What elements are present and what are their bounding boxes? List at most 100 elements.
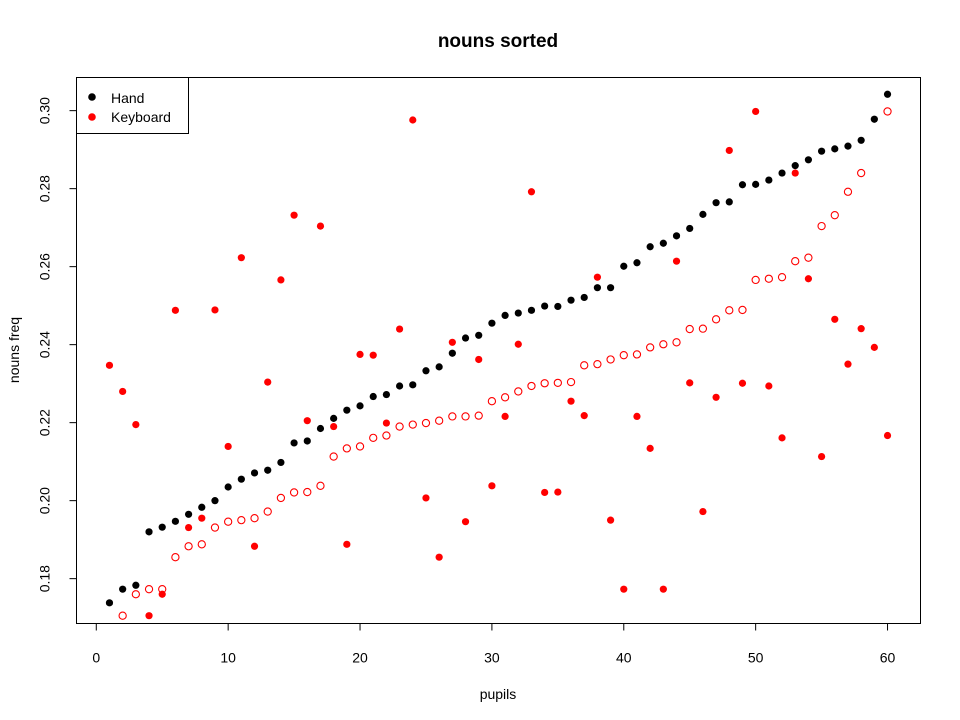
point-hand — [738, 181, 747, 189]
point-keyboard — [620, 585, 628, 593]
point-hand — [765, 176, 773, 184]
point-keyboard — [593, 273, 602, 281]
chart-title: nouns sorted — [438, 31, 558, 52]
x-tick-label: 50 — [748, 650, 764, 666]
x-tick-label: 30 — [484, 650, 500, 666]
point-hand — [277, 458, 285, 467]
point-keyboard — [145, 612, 153, 620]
x-tick-label: 20 — [352, 650, 368, 666]
point-sorted-keyboard — [435, 416, 444, 425]
point-sorted-keyboard — [843, 187, 853, 196]
point-hand — [448, 349, 456, 357]
point-sorted-keyboard — [711, 315, 721, 324]
point-keyboard — [831, 315, 839, 323]
point-hand — [883, 90, 892, 98]
point-sorted-keyboard — [659, 340, 668, 349]
point-keyboard — [224, 442, 232, 451]
point-sorted-keyboard — [883, 107, 892, 116]
point-keyboard — [264, 378, 272, 386]
point-keyboard — [198, 514, 206, 522]
point-sorted-keyboard — [461, 412, 470, 421]
point-hand — [857, 136, 865, 144]
point-sorted-keyboard — [738, 305, 747, 315]
point-hand — [290, 439, 298, 447]
legend-label-hand: Hand — [111, 90, 144, 106]
y-axis-label: nouns freq — [6, 317, 22, 383]
point-sorted-keyboard — [817, 221, 826, 231]
point-keyboard — [672, 257, 681, 265]
point-hand — [554, 302, 562, 311]
point-hand — [488, 319, 496, 327]
point-keyboard — [804, 275, 813, 283]
point-sorted-keyboard — [342, 444, 351, 453]
point-keyboard — [448, 338, 456, 346]
y-tick-label: 0.30 — [37, 97, 53, 124]
x-axis-label: pupils — [480, 686, 517, 702]
point-sorted-keyboard — [303, 487, 312, 497]
point-hand — [237, 475, 245, 483]
point-hand — [158, 523, 166, 531]
point-keyboard — [105, 361, 114, 369]
point-sorted-keyboard — [316, 481, 325, 490]
point-hand — [382, 390, 391, 399]
x-tick-label: 10 — [220, 650, 236, 666]
point-hand — [145, 528, 153, 536]
point-keyboard — [686, 379, 694, 387]
plot-frame — [76, 77, 921, 624]
point-keyboard — [870, 343, 878, 351]
y-tick-label: 0.28 — [37, 175, 53, 202]
point-sorted-keyboard — [224, 517, 233, 526]
point-keyboard — [395, 325, 404, 333]
point-keyboard — [475, 355, 483, 364]
point-sorted-keyboard — [540, 379, 549, 388]
point-sorted-keyboard — [118, 611, 127, 620]
y-tick-label: 0.18 — [37, 565, 53, 592]
point-hand — [712, 199, 720, 207]
point-keyboard — [488, 482, 496, 490]
point-keyboard — [712, 393, 720, 401]
point-hand — [171, 517, 180, 525]
point-hand — [646, 243, 654, 251]
point-sorted-keyboard — [171, 553, 180, 562]
point-keyboard — [461, 518, 470, 526]
point-hand — [606, 284, 615, 292]
point-sorted-keyboard — [382, 431, 391, 440]
point-keyboard — [738, 379, 747, 387]
point-keyboard — [343, 540, 351, 548]
series-hand — [105, 90, 892, 607]
point-sorted-keyboard — [276, 493, 286, 503]
point-sorted-keyboard — [857, 168, 866, 178]
point-sorted-keyboard — [751, 275, 760, 285]
point-hand — [672, 232, 681, 240]
point-keyboard — [699, 507, 707, 516]
point-keyboard — [883, 431, 892, 440]
point-hand — [224, 483, 232, 491]
point-sorted-keyboard — [764, 274, 773, 283]
point-hand — [105, 599, 114, 607]
point-sorted-keyboard — [448, 412, 457, 421]
point-sorted-keyboard — [329, 452, 338, 461]
point-keyboard — [382, 419, 391, 427]
point-keyboard — [369, 351, 377, 359]
point-sorted-keyboard — [487, 397, 497, 406]
point-keyboard — [659, 585, 667, 593]
point-hand — [330, 414, 338, 422]
point-hand — [514, 309, 522, 317]
point-keyboard — [435, 553, 443, 561]
point-keyboard — [646, 444, 654, 452]
point-sorted-keyboard — [791, 257, 800, 266]
point-sorted-keyboard — [632, 350, 642, 359]
point-hand — [620, 262, 628, 270]
point-hand — [461, 334, 470, 342]
point-hand — [725, 198, 733, 206]
data-points — [105, 90, 892, 620]
point-sorted-keyboard — [263, 507, 272, 516]
point-keyboard — [725, 146, 733, 155]
point-keyboard — [752, 107, 760, 116]
point-sorted-keyboard — [131, 590, 140, 599]
point-hand — [303, 437, 311, 445]
point-keyboard — [501, 412, 509, 421]
point-hand — [250, 469, 259, 477]
point-keyboard — [409, 116, 417, 124]
point-hand — [475, 331, 483, 339]
